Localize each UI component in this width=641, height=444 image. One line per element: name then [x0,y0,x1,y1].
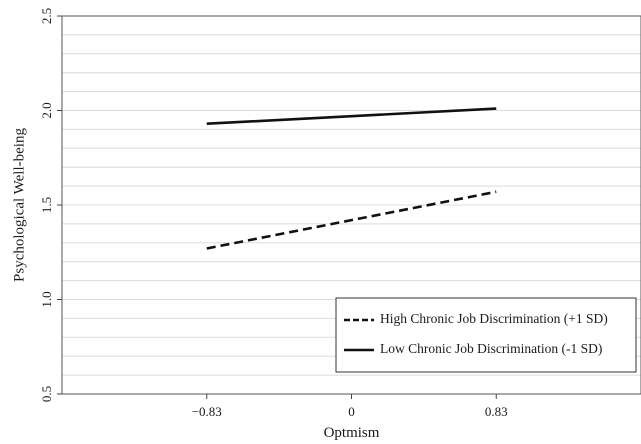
series-line-high-discrimination [206,190,497,250]
x-tick-label: −0.83 [192,404,222,419]
y-tick-label: 2.5 [39,8,54,24]
y-tick-label: 1.5 [39,197,54,213]
legend-box [335,297,637,373]
grid-lines [62,34,641,376]
x-axis-ticks: −0.83 0 0.83 [192,394,508,419]
y-tick-label: 1.0 [39,291,54,307]
series-line-low-discrimination [206,107,497,126]
y-axis-ticks: 0.5 1.0 1.5 2.0 2.5 [39,8,62,402]
legend-label: Low Chronic Job Discrimination (-1 SD) [380,341,602,356]
legend: High Chronic Job Discrimination (+1 SD) L… [335,297,637,373]
x-tick-label: 0.83 [485,404,508,419]
x-axis-title: Optmism [324,425,380,441]
x-tick-label: 0 [348,404,355,419]
y-axis-title: Psychological Well-being [11,128,27,282]
legend-label: High Chronic Job Discrimination (+1 SD) [380,311,608,326]
y-tick-label: 0.5 [39,386,54,402]
y-tick-label: 2.0 [39,102,54,118]
series-lines [206,107,497,250]
